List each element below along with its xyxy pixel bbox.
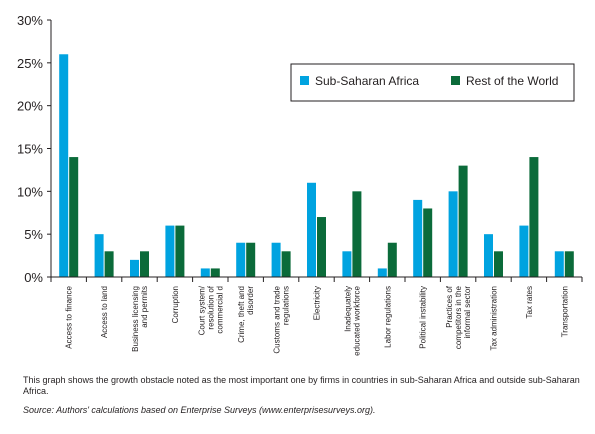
x-tick-label: Crime, theft anddisorder <box>237 286 255 343</box>
x-tick-label: Tax administration <box>490 286 499 350</box>
bar-ssa-12 <box>448 191 458 277</box>
bar-ssa-6 <box>236 242 246 277</box>
y-tick-label: 0% <box>24 270 43 285</box>
x-tick-label: Inadequatelyeducated workforce <box>343 285 361 355</box>
caption-source: Source: Authors' calculations based on E… <box>23 405 376 415</box>
bar-row-10 <box>387 242 397 277</box>
bar-row-1 <box>69 157 79 277</box>
legend-swatch-2 <box>451 76 460 85</box>
bar-row-2 <box>104 251 114 277</box>
legend: Sub-Saharan Africa Rest of the World <box>290 63 575 102</box>
x-tick-label: Customs and traderegulations <box>273 285 291 353</box>
bar-ssa-1 <box>59 54 69 278</box>
bar-ssa-4 <box>165 225 175 277</box>
x-tick-label: Access to land <box>100 286 109 338</box>
bar-ssa-3 <box>130 259 139 277</box>
x-tick-label: Labor regulations <box>383 286 392 348</box>
bars <box>59 54 574 278</box>
x-tick-label: Business licensingand permits <box>131 286 149 352</box>
y-tick-label: 20% <box>17 99 43 114</box>
bar-row-6 <box>246 242 256 277</box>
x-axis: Access to finance Access to land Business … <box>50 276 583 356</box>
x-tick-label: Access to finance <box>65 285 74 348</box>
x-tick-label: Political instability <box>419 286 428 349</box>
bar-row-11 <box>423 208 433 277</box>
x-tick-label: Court system/resolution ofcommercial d <box>197 285 224 335</box>
bar-ssa-7 <box>271 242 281 277</box>
x-tick-label: Practices ofcompetitors in theinformal s… <box>445 285 472 349</box>
bar-row-15 <box>564 251 574 277</box>
bar-row-4 <box>175 225 185 277</box>
bar-row-5 <box>210 268 220 277</box>
legend-box <box>290 63 575 102</box>
bar-ssa-14 <box>519 225 529 277</box>
legend-label-2: Rest of the World <box>466 74 558 88</box>
y-axis: 0% 5% 10% 15% 20% 25% 30% <box>17 13 52 285</box>
legend-label-1: Sub-Saharan Africa <box>315 74 419 88</box>
caption-note: This graph shows the growth obstacle not… <box>23 375 580 396</box>
bar-ssa-11 <box>413 199 423 277</box>
bar-ssa-15 <box>554 251 564 277</box>
y-tick-label: 10% <box>17 184 43 199</box>
bar-row-12 <box>458 165 468 277</box>
bar-ssa-9 <box>342 251 352 277</box>
x-tick-label: Transportation <box>560 286 569 337</box>
y-tick-label: 15% <box>17 142 43 157</box>
bar-ssa-13 <box>484 234 493 277</box>
x-tick-label: Electricity <box>313 286 322 320</box>
bar-row-13 <box>494 251 503 277</box>
bar-row-7 <box>281 251 291 277</box>
y-tick-label: 25% <box>17 56 43 71</box>
bar-chart: 0%5%10%15%20%25%30% Access to finance Acc… <box>17 13 583 356</box>
x-tick-label: Tax rates <box>525 286 534 318</box>
bar-ssa-2 <box>94 234 104 277</box>
bar-row-14 <box>529 157 539 277</box>
legend-swatch-1 <box>300 76 309 85</box>
bar-row-9 <box>352 191 362 277</box>
x-tick-label: Corruption <box>171 286 180 323</box>
y-tick-label: 5% <box>24 227 43 242</box>
bar-ssa-10 <box>377 268 387 277</box>
y-tick-label: 30% <box>17 13 43 28</box>
bar-ssa-5 <box>200 268 210 277</box>
bar-row-3 <box>140 251 149 277</box>
bar-row-8 <box>317 217 326 277</box>
bar-ssa-8 <box>307 182 316 277</box>
